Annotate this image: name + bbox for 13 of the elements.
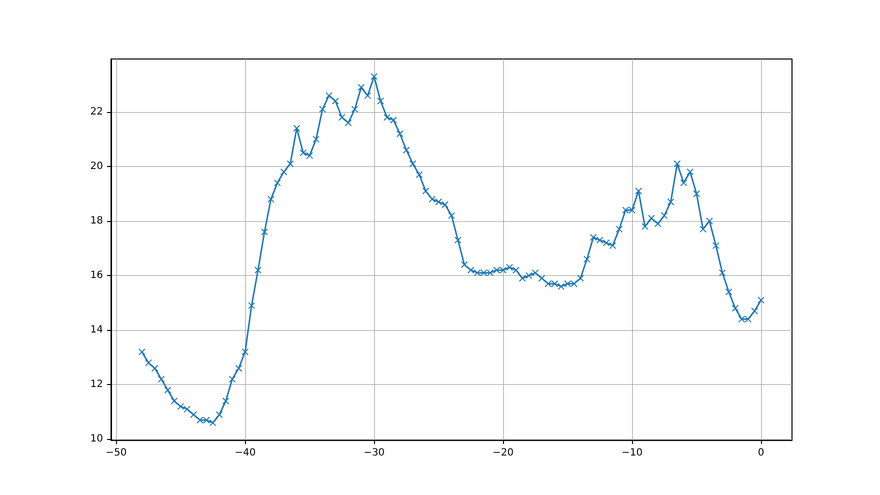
x-tick-label: −10 bbox=[622, 448, 643, 458]
y-tick-label: 14 bbox=[90, 324, 103, 336]
y-tick-label: 12 bbox=[90, 379, 103, 390]
x-tick-label: −50 bbox=[106, 448, 127, 458]
y-tick-label: 20 bbox=[90, 160, 103, 172]
x-tick-label: 0 bbox=[758, 448, 764, 458]
y-tick-label: 22 bbox=[90, 106, 103, 118]
y-tick-label: 16 bbox=[90, 270, 103, 282]
x-tick-label: −40 bbox=[234, 448, 256, 458]
x-tick-label: −30 bbox=[364, 448, 385, 458]
y-tick-label: 18 bbox=[90, 216, 103, 226]
x-tick-label: −20 bbox=[492, 448, 514, 458]
y-tick-label: 10 bbox=[90, 434, 103, 445]
